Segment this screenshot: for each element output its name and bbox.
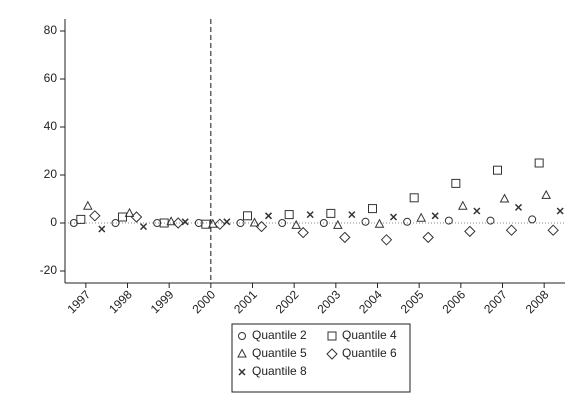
point — [499, 193, 510, 203]
point — [389, 213, 398, 221]
point — [451, 178, 461, 188]
point — [444, 216, 453, 225]
legend-box — [231, 323, 411, 393]
x-tick-label: 1997 — [64, 287, 93, 316]
y-tick-label: -20 — [40, 263, 58, 277]
y-tick-label: 80 — [44, 23, 58, 37]
point — [207, 218, 218, 228]
point — [82, 200, 93, 210]
point — [297, 226, 309, 239]
point — [547, 224, 559, 236]
y-tick-label: 40 — [44, 119, 58, 133]
point — [339, 231, 351, 244]
point — [348, 211, 356, 219]
point — [464, 225, 476, 238]
y-tick-label: 20 — [44, 167, 58, 181]
point — [201, 219, 211, 229]
point — [473, 207, 481, 215]
x-tick-label: 1998 — [106, 287, 135, 316]
point — [166, 216, 177, 226]
point — [243, 211, 252, 221]
point — [139, 223, 148, 231]
x-tick-label: 2004 — [356, 287, 385, 316]
point — [124, 207, 135, 217]
point — [306, 211, 314, 219]
x-tick-label: 2001 — [231, 287, 260, 316]
legend-marker — [238, 368, 246, 376]
legend-label: Quantile 2 — [252, 328, 307, 342]
point — [214, 218, 226, 230]
point — [236, 219, 245, 227]
point — [89, 210, 101, 222]
legend-label: Quantile 6 — [342, 346, 397, 360]
point — [374, 218, 385, 228]
legend-label: Quantile 8 — [252, 364, 307, 378]
x-tick-label: 2008 — [523, 287, 552, 316]
point — [457, 200, 468, 210]
point — [130, 211, 143, 223]
point — [255, 220, 268, 233]
point — [556, 207, 564, 215]
x-tick-label: 2003 — [314, 287, 343, 316]
point — [264, 212, 273, 220]
point — [368, 204, 377, 214]
x-tick-label: 2007 — [481, 287, 510, 316]
point — [505, 224, 518, 236]
point — [326, 208, 336, 218]
point — [486, 216, 495, 225]
x-tick-label: 1999 — [148, 287, 177, 316]
point — [278, 219, 287, 227]
point — [291, 219, 302, 229]
legend-marker — [237, 348, 247, 358]
point — [361, 217, 370, 226]
point — [380, 234, 393, 246]
x-tick-label: 2000 — [189, 287, 218, 316]
legend-label: Quantile 4 — [342, 328, 397, 342]
point — [118, 212, 127, 222]
point — [284, 210, 294, 220]
point — [422, 231, 434, 244]
point — [431, 212, 439, 220]
point — [181, 218, 189, 226]
point — [249, 217, 260, 227]
legend-label: Quantile 5 — [252, 346, 307, 360]
point — [541, 189, 552, 199]
y-tick-label: 0 — [50, 215, 57, 229]
legend-marker — [327, 331, 337, 341]
legend-marker — [326, 348, 338, 360]
point — [223, 218, 231, 226]
point — [409, 193, 419, 203]
point — [111, 219, 120, 227]
point — [534, 158, 544, 168]
point — [172, 217, 184, 229]
legend-marker — [238, 332, 246, 340]
point — [98, 225, 106, 233]
point — [76, 214, 86, 224]
point — [493, 165, 502, 175]
point — [416, 212, 427, 222]
x-tick-label: 2002 — [273, 287, 302, 316]
point — [528, 215, 537, 224]
point — [403, 217, 412, 226]
x-tick-label: 2006 — [439, 287, 468, 316]
point — [153, 219, 162, 227]
point — [514, 203, 523, 211]
point — [332, 219, 343, 229]
y-tick-label: 60 — [44, 71, 58, 85]
point — [194, 219, 203, 227]
x-tick-label: 2005 — [398, 287, 427, 316]
point — [319, 219, 328, 227]
